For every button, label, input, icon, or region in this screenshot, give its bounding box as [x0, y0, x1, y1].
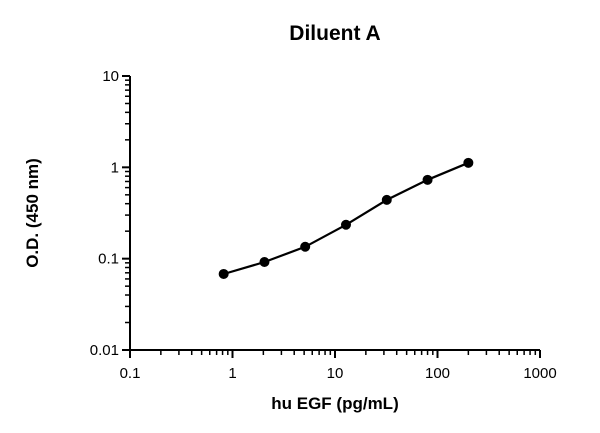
y-tick-label: 10	[102, 68, 119, 85]
y-tick-label: 0.1	[98, 251, 119, 268]
x-tick-label: 0.1	[120, 365, 141, 382]
x-tick-label: 10	[327, 365, 344, 382]
y-axis-title: O.D. (450 nm)	[23, 158, 42, 268]
x-tick-label: 1	[228, 365, 236, 382]
x-tick-label: 1000	[523, 365, 556, 382]
data-point	[218, 268, 229, 279]
data-point	[300, 241, 311, 252]
x-axis	[129, 349, 541, 358]
data-point	[340, 219, 351, 230]
y-tick-labels: 0.01 0.1 1 10	[90, 68, 119, 359]
x-tick-labels: 0.1 1 10 100 1000	[120, 365, 557, 382]
series-layer	[218, 157, 474, 279]
y-axis	[122, 75, 131, 351]
x-tick-label: 100	[425, 365, 450, 382]
data-point	[463, 157, 474, 168]
y-tick-label: 1	[111, 159, 119, 176]
data-point	[259, 256, 270, 267]
data-point	[381, 194, 392, 205]
x-axis-title: hu EGF (pg/mL)	[271, 394, 398, 413]
data-point	[422, 174, 433, 185]
y-tick-label: 0.01	[90, 342, 119, 359]
chart-title: Diluent A	[289, 22, 380, 45]
